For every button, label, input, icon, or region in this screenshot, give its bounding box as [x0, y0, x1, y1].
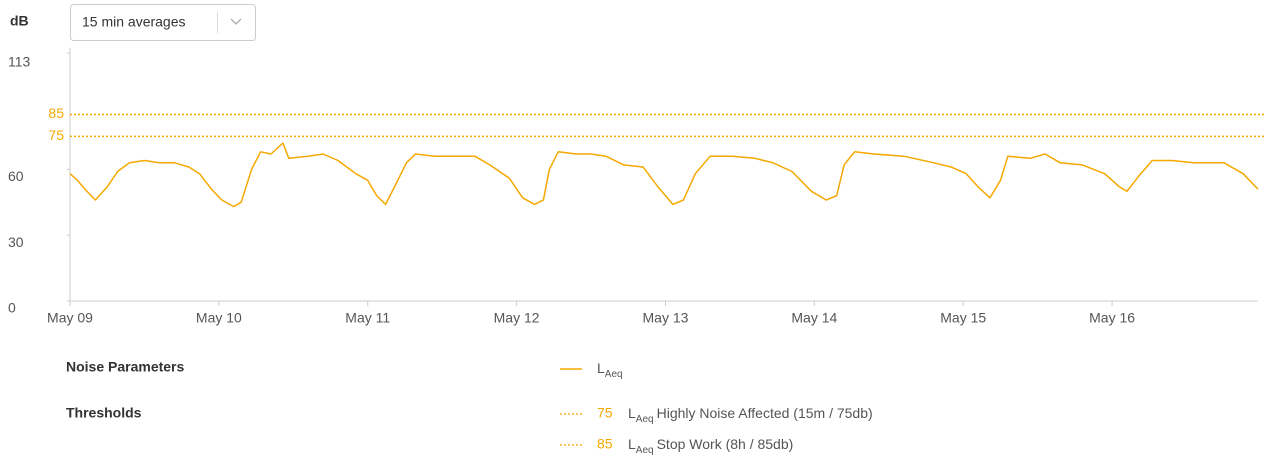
dropdown[interactable]: 15 min averages — [70, 4, 256, 41]
y-tick-label: 0 — [8, 300, 16, 316]
legend-subscript: Aeq — [636, 445, 654, 456]
x-tick-label: May 13 — [643, 310, 689, 326]
dropdown-box[interactable] — [70, 4, 256, 41]
x-tick-label: May 16 — [1089, 310, 1135, 326]
threshold-label: 75 — [48, 127, 64, 143]
legend-heading: Noise Parameters — [66, 359, 185, 375]
y-axis-label: dB — [10, 13, 29, 29]
legend-text: LAeq Stop Work (8h / 85db) — [628, 436, 793, 456]
x-tick-label: May 12 — [494, 310, 540, 326]
legend-name: L — [628, 405, 636, 421]
legend-threshold-value: 75 — [597, 405, 613, 421]
x-tick-label: May 11 — [345, 310, 390, 326]
dropdown-text[interactable]: 15 min averages — [82, 14, 186, 30]
dropdown-caret[interactable] — [230, 18, 242, 25]
legend-text: LAeq — [597, 360, 623, 380]
data-line — [69, 142, 1259, 208]
y-tick-label: 113 — [8, 54, 31, 70]
legend-threshold-label: Highly Noise Affected (15m / 75db) — [657, 405, 873, 421]
threshold-label: 85 — [48, 105, 64, 121]
x-tick-label: May 09 — [47, 310, 93, 326]
x-tick-label: May 10 — [196, 310, 242, 326]
legend-threshold-label: Stop Work (8h / 85db) — [657, 436, 794, 452]
y-tick-label: 60 — [8, 168, 24, 184]
legend-name: L — [597, 360, 605, 376]
legend-threshold-value: 85 — [597, 436, 613, 452]
x-tick-label: May 14 — [791, 310, 837, 326]
legend-heading: Thresholds — [66, 405, 142, 421]
y-tick-label: 30 — [8, 234, 24, 250]
legend-subscript: Aeq — [605, 369, 623, 380]
legend-name: L — [628, 436, 636, 452]
legend-subscript: Aeq — [636, 414, 654, 425]
x-tick-label: May 15 — [940, 310, 986, 326]
legend-text: LAeq Highly Noise Affected (15m / 75db) — [628, 405, 873, 425]
